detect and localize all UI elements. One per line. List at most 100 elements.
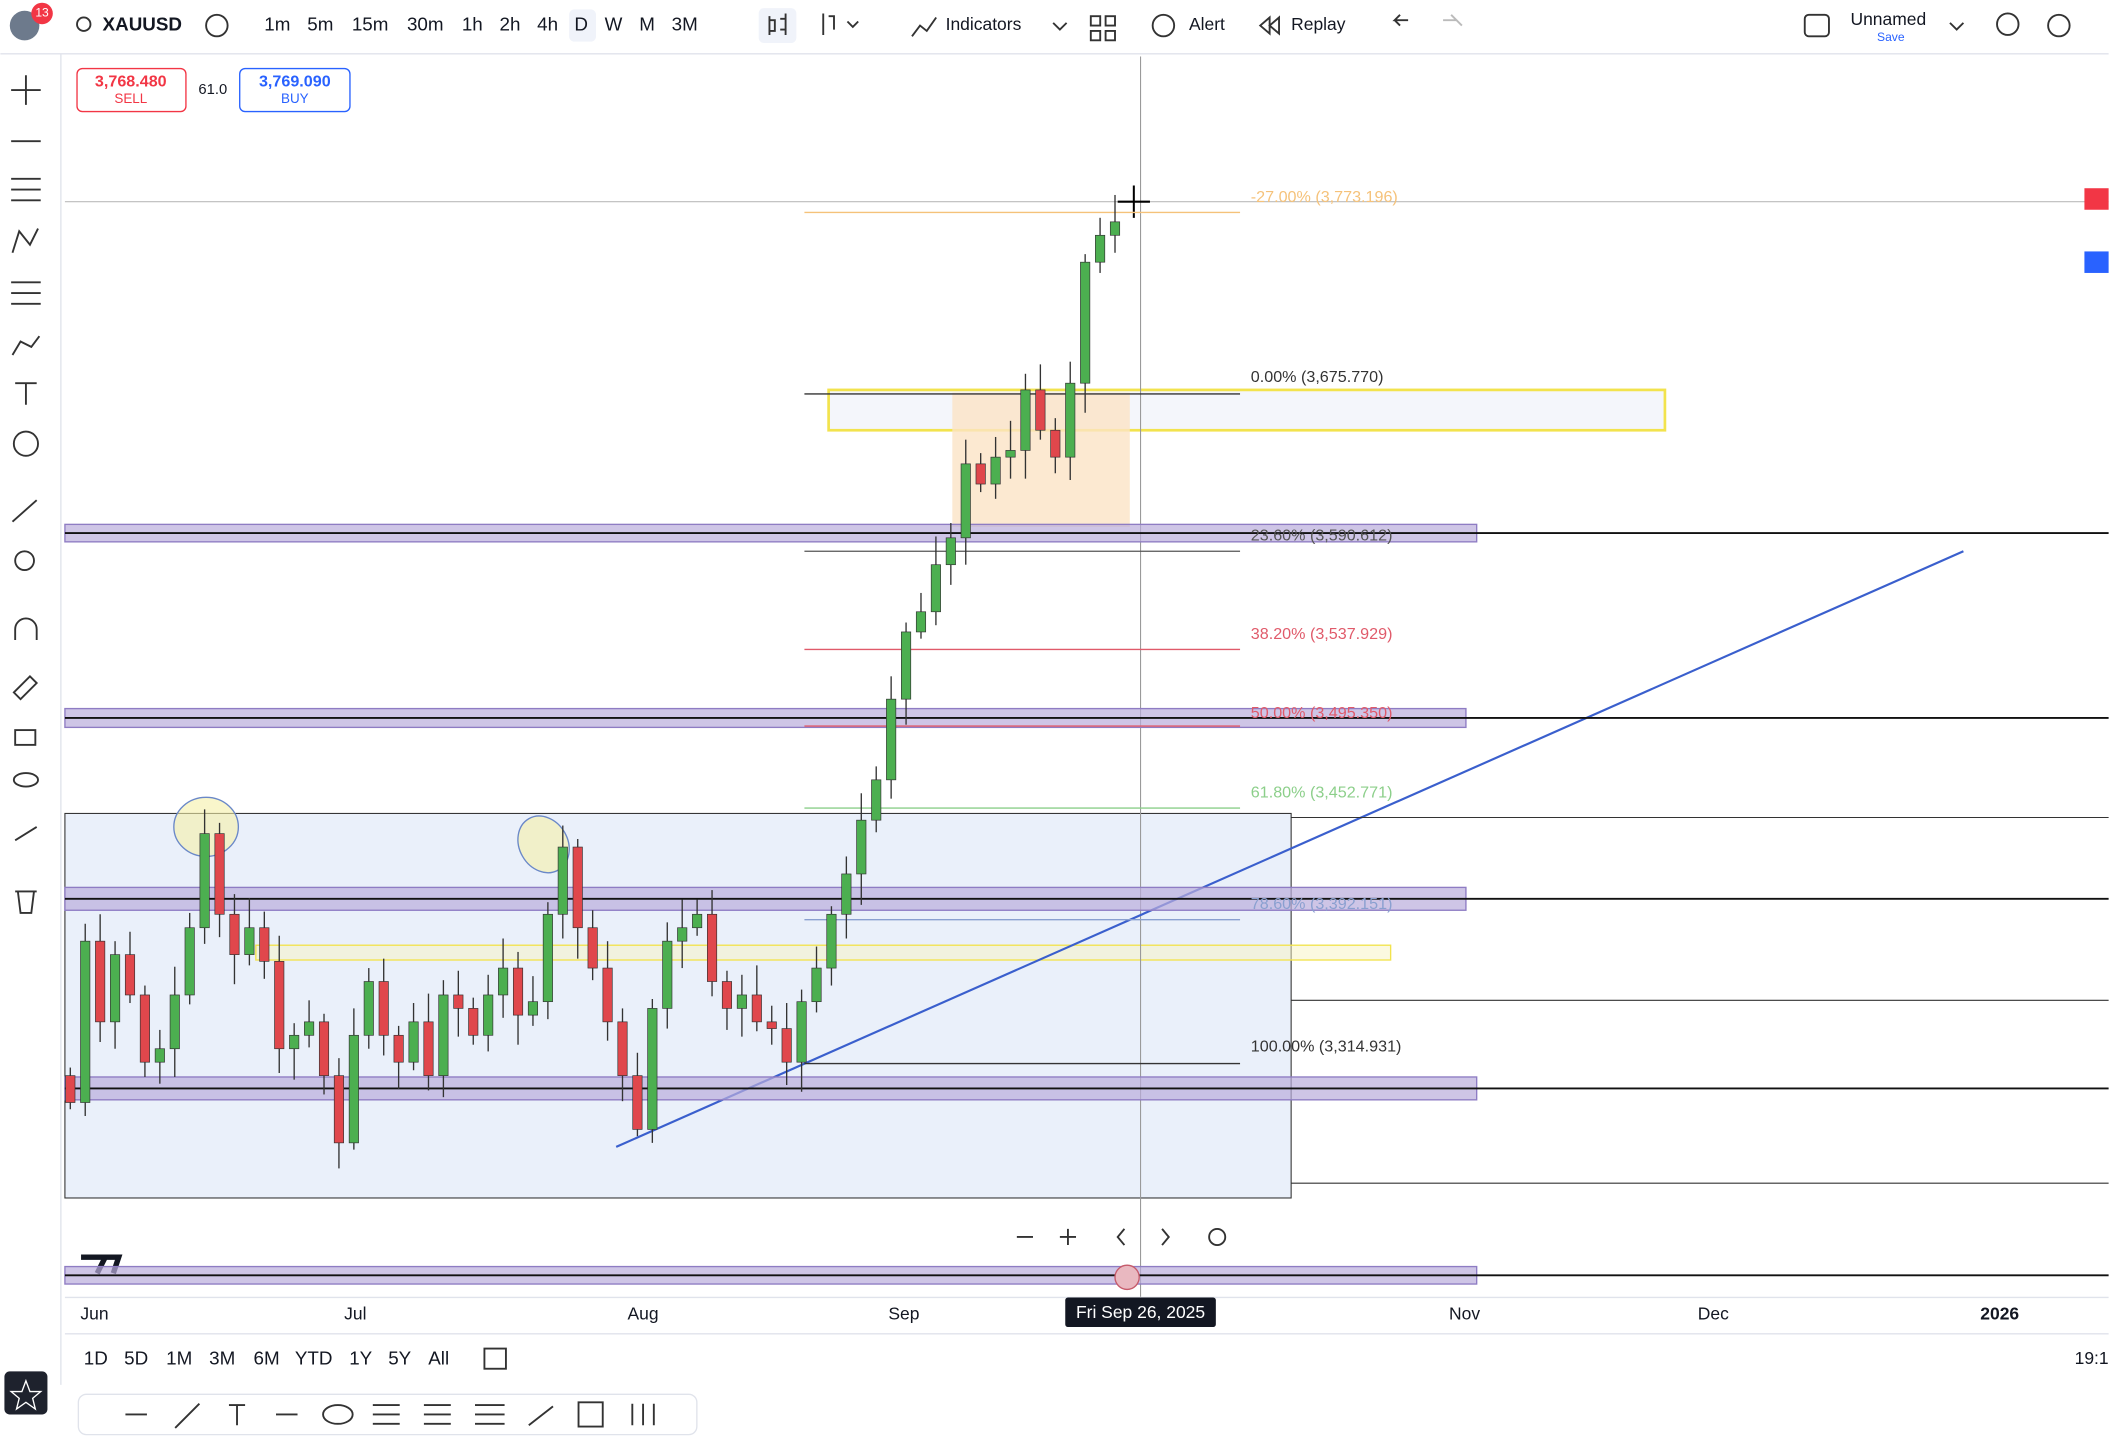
trend-line[interactable]	[615, 550, 1964, 1148]
bars-icon[interactable]	[822, 13, 859, 35]
favorites[interactable]	[4, 1371, 48, 1415]
symbol[interactable]: XAUUSD	[103, 14, 182, 35]
save-label[interactable]: Save	[1877, 30, 1905, 44]
candle	[408, 1021, 419, 1063]
goto-date[interactable]	[483, 1347, 507, 1370]
scroll-right[interactable]	[1161, 1228, 1171, 1246]
range-button[interactable]: 5D	[124, 1347, 148, 1368]
candle	[65, 1075, 76, 1103]
visibility-tool[interactable]	[12, 772, 39, 788]
lock-drawing[interactable]	[12, 674, 39, 701]
range-button[interactable]: YTD	[295, 1347, 333, 1368]
icon-tool[interactable]	[12, 430, 39, 457]
candle	[214, 833, 225, 915]
timeframe-button[interactable]: 1m	[264, 14, 290, 35]
top-bar	[0, 0, 2109, 54]
crosshair-tool[interactable]	[11, 75, 41, 105]
candle	[945, 537, 956, 566]
candle	[557, 846, 568, 915]
redo[interactable]	[1443, 14, 1463, 27]
magnet-tool[interactable]	[14, 617, 38, 640]
crosshair-date-bg	[1065, 1297, 1216, 1328]
timeframe-button[interactable]: 30m	[407, 14, 444, 35]
timeframe-button[interactable]: 3M	[672, 14, 698, 35]
candle	[124, 954, 136, 996]
timeframe-button[interactable]: 2h	[499, 14, 520, 35]
layout-icon[interactable]	[1089, 15, 1116, 42]
x-axis-label: Aug	[628, 1304, 659, 1324]
candle	[139, 994, 150, 1063]
drawing-toolbar	[11, 75, 41, 914]
range-button[interactable]: 5Y	[388, 1347, 411, 1368]
add-symbol[interactable]	[205, 13, 229, 38]
layout-check[interactable]	[1803, 13, 1830, 38]
undo[interactable]	[1392, 14, 1409, 27]
timeframe-button[interactable]: D	[574, 14, 588, 35]
brush-tool[interactable]	[11, 335, 41, 356]
indicators-button[interactable]: Indicators	[946, 14, 1022, 34]
range-button[interactable]: 1D	[84, 1347, 108, 1368]
range-button[interactable]: 3M	[209, 1347, 235, 1368]
candle	[512, 967, 524, 1016]
candle	[617, 1021, 628, 1076]
candle	[1065, 382, 1076, 458]
reset-chart[interactable]	[1208, 1227, 1227, 1246]
candle	[587, 927, 598, 969]
buy-label: BUY	[281, 91, 309, 106]
timeframe-button[interactable]: M	[639, 14, 655, 35]
range-box[interactable]	[64, 812, 1292, 1199]
range-button[interactable]: 6M	[254, 1347, 280, 1368]
link-tool[interactable]	[14, 826, 38, 842]
timeframe-button[interactable]: 5m	[307, 14, 333, 35]
x-axis-label: Jul	[344, 1304, 366, 1324]
zoom-tool[interactable]	[14, 550, 35, 572]
delete-tool[interactable]	[15, 890, 37, 914]
text-tool[interactable]	[15, 382, 37, 405]
chart-nav	[1016, 1227, 1227, 1246]
settings[interactable]	[2047, 13, 2071, 38]
replay-button[interactable]: Replay	[1291, 14, 1346, 34]
candle	[184, 927, 195, 996]
floating-tools[interactable]	[125, 1401, 655, 1429]
pattern-tool[interactable]	[11, 228, 39, 254]
timeframe-button[interactable]: 4h	[537, 14, 558, 35]
yellow-zone[interactable]	[255, 944, 1392, 961]
lock-tool[interactable]	[14, 729, 37, 746]
candle	[1109, 221, 1121, 236]
scroll-left[interactable]	[1116, 1228, 1126, 1246]
candle	[960, 463, 971, 539]
timeframe-button[interactable]: W	[605, 14, 623, 35]
candle	[841, 873, 852, 915]
candle	[229, 913, 240, 955]
layout-name[interactable]: Unnamed	[1850, 9, 1926, 29]
buy-button[interactable]	[239, 67, 351, 113]
candle	[483, 994, 494, 1036]
fib-label: 23.60% (3,590.612)	[1251, 527, 1393, 545]
event-marker[interactable]	[1114, 1264, 1140, 1291]
timeframe-button[interactable]: 15m	[352, 14, 389, 35]
price-tag	[2084, 251, 2109, 273]
dropdown[interactable]	[1949, 22, 1965, 31]
zoom-in[interactable]	[1059, 1228, 1077, 1246]
candles-icon[interactable]	[768, 13, 787, 35]
dropdown[interactable]	[1052, 22, 1068, 31]
projection-tool[interactable]	[11, 281, 41, 305]
candle	[1050, 429, 1061, 458]
crosshair-date: Fri Sep 26, 2025	[1076, 1302, 1205, 1322]
range-button[interactable]: 1M	[166, 1347, 192, 1368]
quick-search[interactable]	[1996, 12, 2020, 36]
avatar[interactable]	[9, 10, 40, 41]
range-button[interactable]: 1Y	[349, 1347, 372, 1368]
fib-tool[interactable]	[11, 177, 41, 202]
candle	[692, 913, 703, 929]
candle	[736, 994, 747, 1009]
sell-button[interactable]	[76, 67, 187, 113]
alert-button[interactable]: Alert	[1189, 14, 1225, 34]
range-button[interactable]: All	[428, 1347, 449, 1368]
candle	[677, 927, 688, 942]
timeframe-button[interactable]: 1h	[462, 14, 483, 35]
candle	[901, 631, 912, 700]
measure-tool[interactable]	[11, 499, 38, 523]
